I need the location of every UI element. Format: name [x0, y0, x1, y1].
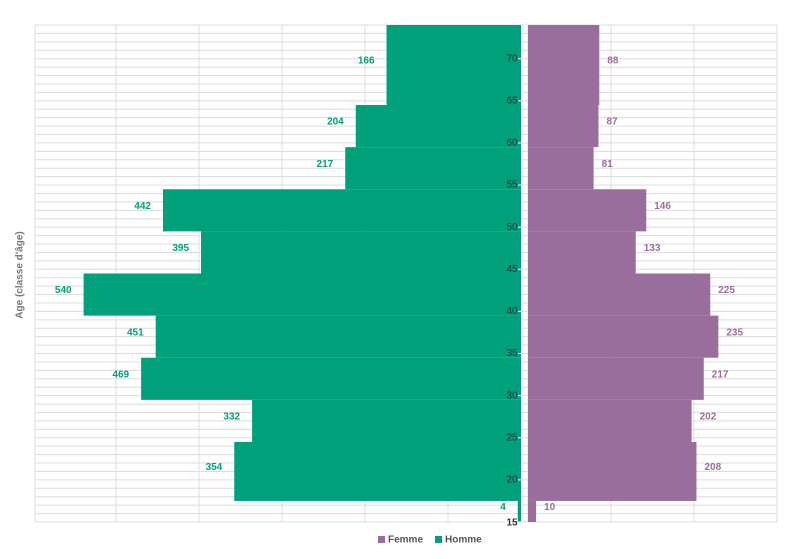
bar — [141, 357, 522, 400]
y-axis-label: Age (classe d'âge) — [15, 231, 26, 318]
y-tick-label: 15 — [506, 518, 518, 529]
data-label: 354 — [206, 462, 223, 473]
data-label: 332 — [223, 412, 240, 423]
bar — [234, 441, 521, 501]
bar — [345, 147, 521, 190]
y-tick-label: 55 — [506, 180, 518, 191]
y-tick-label: 70 — [506, 53, 518, 64]
y-tick-label: 45 — [506, 264, 518, 275]
data-label: 451 — [127, 327, 144, 338]
bar — [528, 105, 599, 148]
data-label: 4 — [500, 502, 506, 513]
data-label: 217 — [712, 369, 729, 380]
data-label: 81 — [602, 159, 614, 170]
bar — [83, 273, 521, 316]
bar — [528, 273, 711, 316]
data-label: 540 — [55, 285, 72, 296]
y-tick-label: 30 — [506, 390, 518, 401]
bar — [517, 500, 521, 522]
legend-swatch — [378, 536, 385, 543]
y-tick-label: 40 — [506, 306, 518, 317]
data-label: 235 — [726, 327, 743, 338]
y-tick-label: 60 — [506, 138, 518, 149]
bar — [252, 399, 521, 442]
bar — [201, 231, 522, 274]
data-label: 225 — [718, 285, 735, 296]
bar — [528, 231, 636, 274]
bar — [528, 147, 594, 190]
data-label: 469 — [112, 369, 129, 380]
data-label: 87 — [606, 117, 618, 128]
y-tick-label: 35 — [506, 348, 518, 359]
data-label: 202 — [700, 412, 717, 423]
y-tick-label: 20 — [506, 475, 518, 486]
bar — [528, 357, 704, 400]
data-label: 395 — [172, 243, 189, 254]
bar — [528, 500, 537, 522]
data-label: 146 — [654, 201, 671, 212]
bar — [155, 315, 521, 358]
legend-label: Homme — [445, 535, 482, 546]
y-tick-label: 50 — [506, 222, 518, 233]
data-label: 166 — [358, 56, 375, 67]
data-label: 442 — [134, 201, 151, 212]
bar — [386, 25, 521, 106]
bar — [528, 189, 647, 232]
data-label: 204 — [327, 117, 344, 128]
data-label: 88 — [607, 56, 619, 67]
y-tick-label: 65 — [506, 95, 518, 106]
data-label: 208 — [704, 462, 721, 473]
data-label: 217 — [317, 159, 334, 170]
data-label: 133 — [644, 243, 661, 254]
y-tick-label: 25 — [506, 432, 518, 443]
bar — [355, 105, 521, 148]
bar — [528, 399, 692, 442]
bar — [528, 25, 600, 106]
legend-swatch — [435, 536, 442, 543]
legend-label: Femme — [388, 535, 423, 546]
bar — [528, 315, 719, 358]
bar — [528, 441, 697, 501]
bar — [162, 189, 522, 232]
data-label: 10 — [544, 502, 556, 513]
